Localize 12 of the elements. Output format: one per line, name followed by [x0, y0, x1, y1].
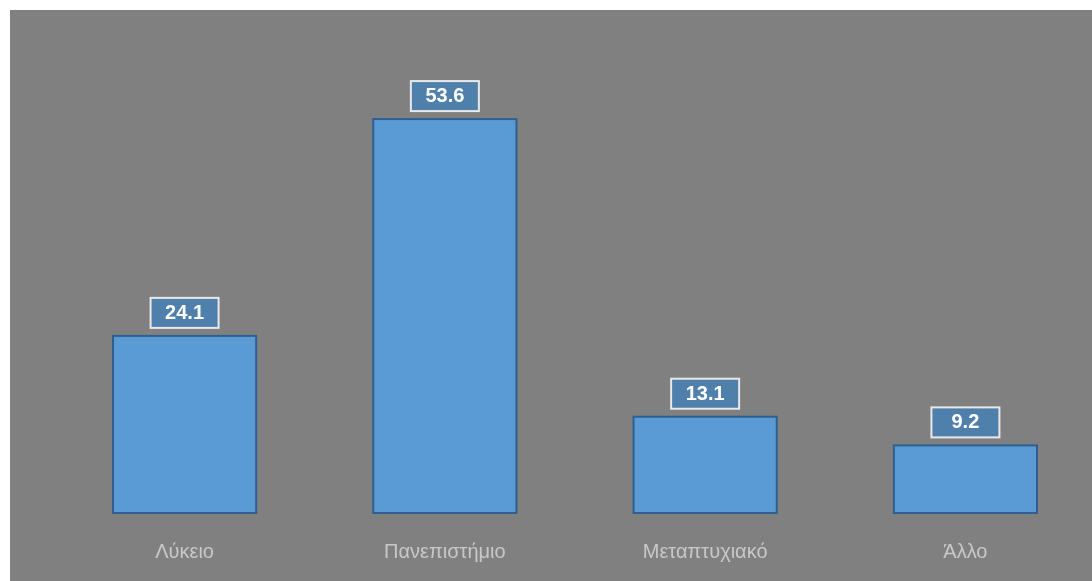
x-tick-label: Άλλο — [943, 540, 988, 562]
data-label: 9.2 — [951, 410, 980, 433]
x-tick-label: Πανεπιστήμιο — [384, 540, 506, 562]
x-tick-label: Λύκειο — [155, 540, 214, 562]
bar — [892, 444, 1038, 514]
data-label: 13.1 — [685, 381, 725, 404]
bar — [372, 118, 518, 514]
bar — [632, 415, 778, 514]
bar — [112, 334, 258, 514]
x-tick-label: Μεταπτυχιακό — [642, 540, 768, 562]
data-label: 53.6 — [425, 84, 465, 107]
data-label: 24.1 — [165, 300, 205, 323]
